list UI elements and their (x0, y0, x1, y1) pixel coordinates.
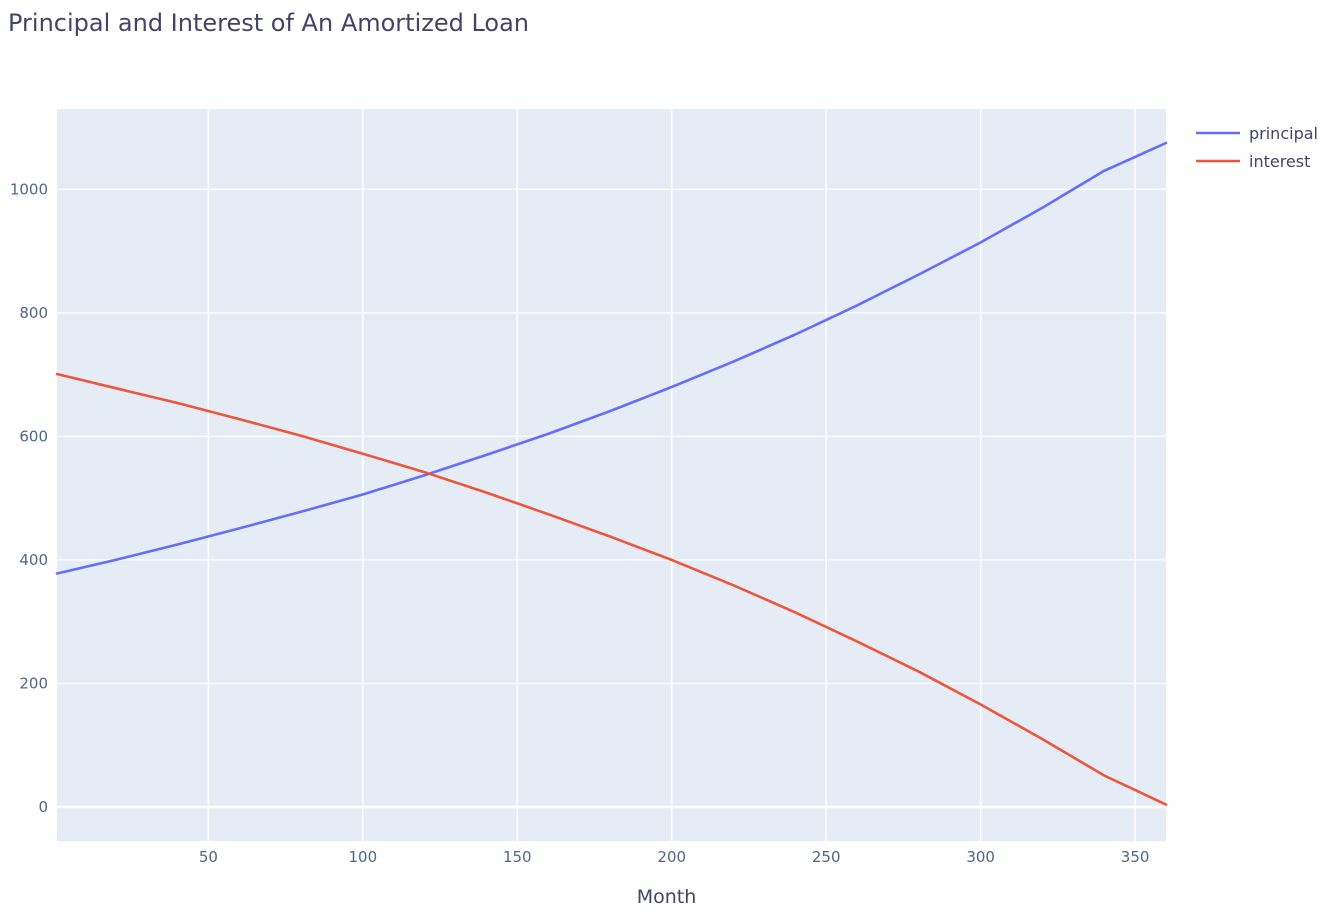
x-gridlines (207, 109, 1136, 841)
y-tick-label: 600 (19, 427, 48, 445)
y-tick-label: 1000 (10, 180, 48, 198)
x-axis-title: Month (637, 886, 697, 908)
y-tick-label: 200 (19, 674, 48, 692)
chart-title: Principal and Interest of An Amortized L… (8, 9, 530, 37)
x-tick-label: 350 (1121, 848, 1150, 866)
legend-label: interest (1249, 152, 1310, 171)
x-tick-label: 100 (349, 848, 378, 866)
series-line-principal (55, 141, 1168, 575)
legend[interactable]: principal interest (1196, 124, 1318, 171)
x-tick-label: 300 (966, 848, 995, 866)
plot-background (57, 109, 1166, 841)
series-lines (55, 141, 1168, 806)
legend-label: principal (1249, 124, 1318, 143)
y-tick-labels: 0 200 400 600 800 1000 (10, 180, 48, 816)
y-gridlines (57, 188, 1166, 809)
y-tick-label: 800 (19, 304, 48, 322)
legend-item-principal[interactable]: principal (1196, 124, 1318, 143)
x-tick-label: 200 (657, 848, 686, 866)
x-tick-label: 250 (812, 848, 841, 866)
legend-item-interest[interactable]: interest (1196, 152, 1310, 171)
x-tick-label: 150 (503, 848, 532, 866)
series-line-interest (55, 372, 1168, 806)
x-tick-label: 50 (199, 848, 218, 866)
x-tick-labels: 50 100 150 200 250 300 350 (199, 848, 1150, 866)
y-tick-label: 400 (19, 551, 48, 569)
y-tick-label: 0 (38, 798, 48, 816)
